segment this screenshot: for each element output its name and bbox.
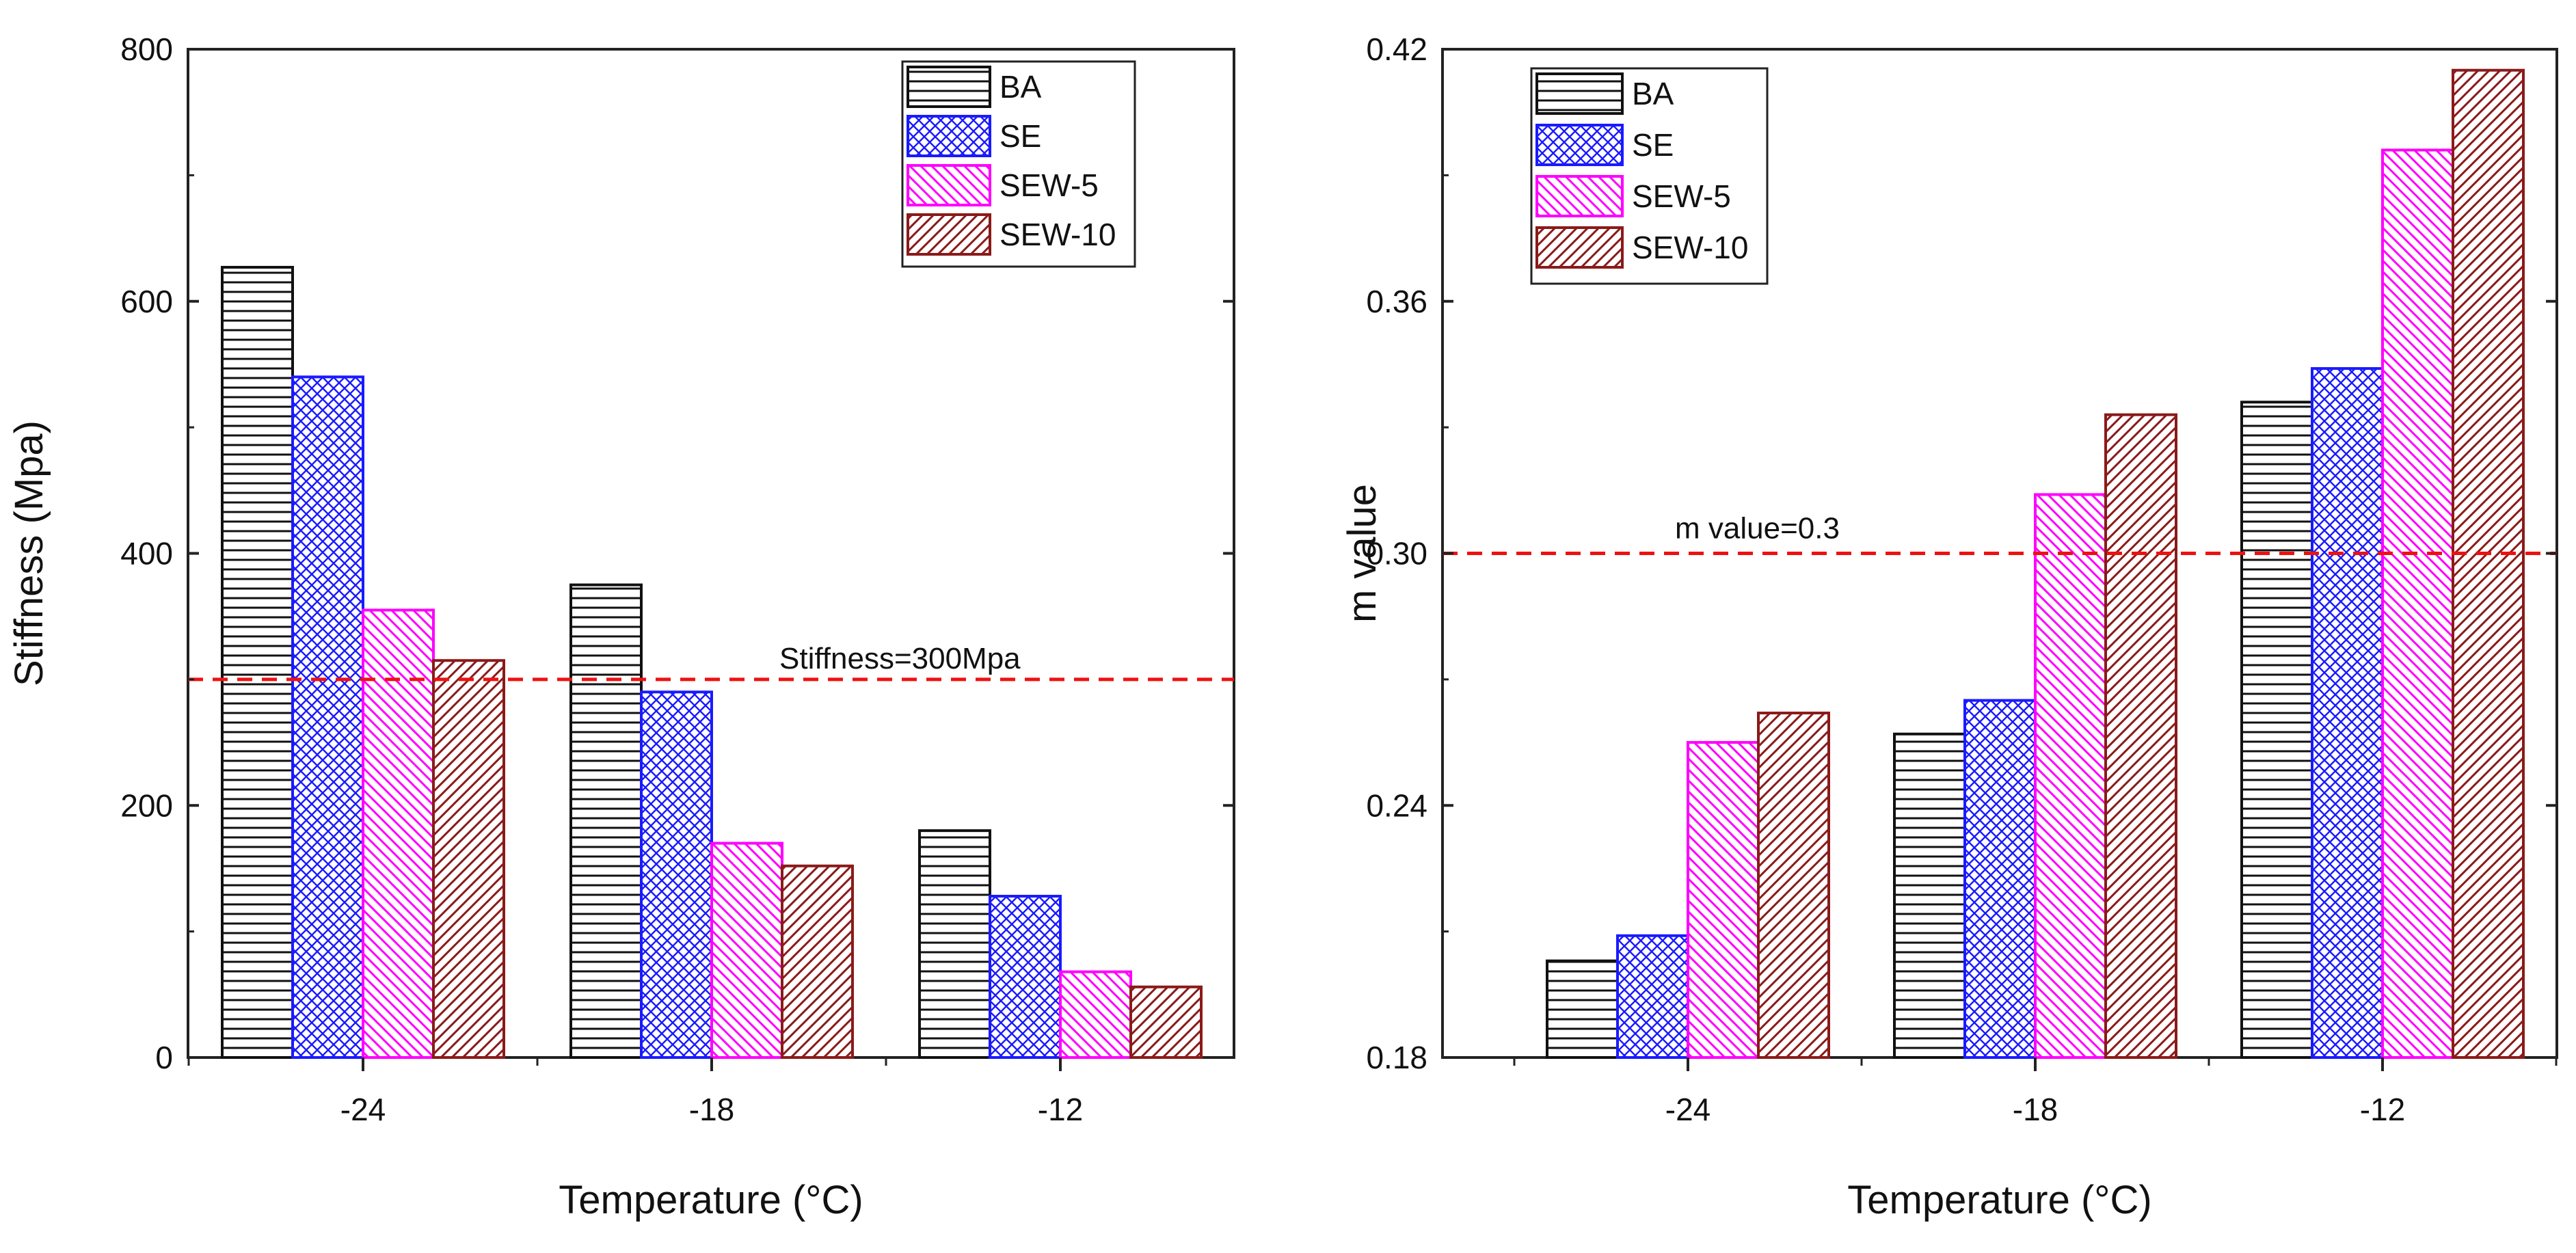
bar-se-1 [640, 690, 713, 1059]
x-axis-title: Temperature (°C) [1847, 1178, 2151, 1222]
legend-swatch-sew-5 [1535, 175, 1624, 217]
y-tick-label: 0.36 [1366, 284, 1427, 319]
y-tick-label: 0.18 [1366, 1040, 1427, 1075]
x-tick-label: -24 [340, 1092, 386, 1127]
x-tick-label: -24 [1665, 1092, 1710, 1127]
y-axis: 0.18 0.24 0.30 0.36 0.42 [1366, 31, 2557, 1075]
legend-label: BA [999, 69, 1042, 105]
legend-label: SE [999, 118, 1041, 154]
legend-swatch-sew-5 [907, 164, 991, 206]
bar-ba-0 [1546, 959, 1619, 1060]
legend-swatch-sew-10 [1535, 226, 1624, 269]
x-tick-label: -18 [689, 1092, 734, 1127]
bars [221, 265, 1203, 1059]
y-axis-title: Stiffness (Mpa) [7, 420, 51, 686]
bar-ba-1 [1893, 732, 1966, 1060]
bar-se-0 [291, 375, 364, 1059]
bar-sew-5-2 [2381, 148, 2454, 1059]
m-value-chart: m value=0.3 0.180.240.300.360.42 -24 -18-… [1340, 31, 2558, 1222]
bar-ba-2 [918, 829, 991, 1059]
y-axis-title: m value [1340, 484, 1384, 623]
bar-sew-10-2 [1129, 985, 1203, 1059]
bar-sew-5-2 [1059, 970, 1132, 1059]
legend-label: SEW-5 [1632, 178, 1731, 214]
bar-sew-10-0 [432, 659, 505, 1059]
x-tick-label: -12 [1038, 1092, 1083, 1127]
legend-swatch-se [1535, 124, 1624, 166]
bar-se-0 [1616, 934, 1689, 1060]
x-tick-label: -12 [2360, 1092, 2405, 1127]
bar-se-2 [2311, 367, 2384, 1059]
legend-label: SEW-5 [999, 167, 1099, 203]
y-tick-label: 800 [120, 31, 173, 67]
bar-sew-10-2 [2452, 68, 2525, 1060]
legend-label: SE [1632, 127, 1674, 163]
reference-line-label: Stiffness=300Mpa [779, 642, 1021, 675]
y-tick-label: 200 [120, 787, 173, 823]
legend-swatch-ba [1535, 72, 1624, 115]
bar-sew-5-1 [2034, 493, 2107, 1059]
legend-swatch-ba [907, 66, 991, 108]
bar-ba-0 [221, 265, 294, 1059]
y-tick-label: 600 [120, 284, 173, 319]
stiffness-chart: Stiffness=300Mpa 0 200 400 600 800 -24 -18 -12… [7, 31, 1235, 1222]
x-tick-label: -18 [2013, 1092, 2058, 1127]
y-tick-label: 0.42 [1366, 31, 1427, 67]
bar-sew-5-1 [710, 841, 783, 1059]
bar-sew-10-1 [2104, 413, 2177, 1059]
legend-swatch-sew-10 [907, 213, 991, 256]
bar-se-2 [989, 895, 1062, 1059]
bar-sew-10-1 [781, 864, 854, 1059]
legend-swatch-se [907, 115, 991, 157]
x-axis: -24 -18 -12 [187, 1057, 1083, 1127]
bar-sew-5-0 [1687, 741, 1760, 1059]
x-axis-title: Temperature (°C) [559, 1178, 863, 1222]
bar-ba-2 [2240, 401, 2313, 1059]
legend: BA SE SEW-5 SEW-10 [901, 60, 1136, 268]
bar-sew-5-0 [362, 608, 435, 1059]
y-tick-label: 0.24 [1366, 787, 1427, 823]
legend-label: BA [1632, 76, 1674, 111]
legend-label: SEW-10 [999, 217, 1116, 252]
bar-se-1 [1963, 699, 2037, 1059]
x-axis: -24 -18 -12 [1513, 1057, 2558, 1127]
bar-sew-10-0 [1757, 712, 1830, 1059]
bar-ba-1 [569, 583, 643, 1059]
y-tick-label: 0.30 [1366, 536, 1427, 571]
y-axis: 0 200 400 600 800 [120, 31, 1234, 1075]
bars [1546, 68, 2525, 1060]
y-tick-label: 400 [120, 536, 173, 571]
legend: BA SE SEW-5 SEW-10 [1530, 67, 1769, 285]
y-tick-label: 0 [155, 1040, 173, 1075]
legend-label: SEW-10 [1632, 230, 1748, 265]
reference-line-label: m value=0.3 [1675, 512, 1840, 545]
